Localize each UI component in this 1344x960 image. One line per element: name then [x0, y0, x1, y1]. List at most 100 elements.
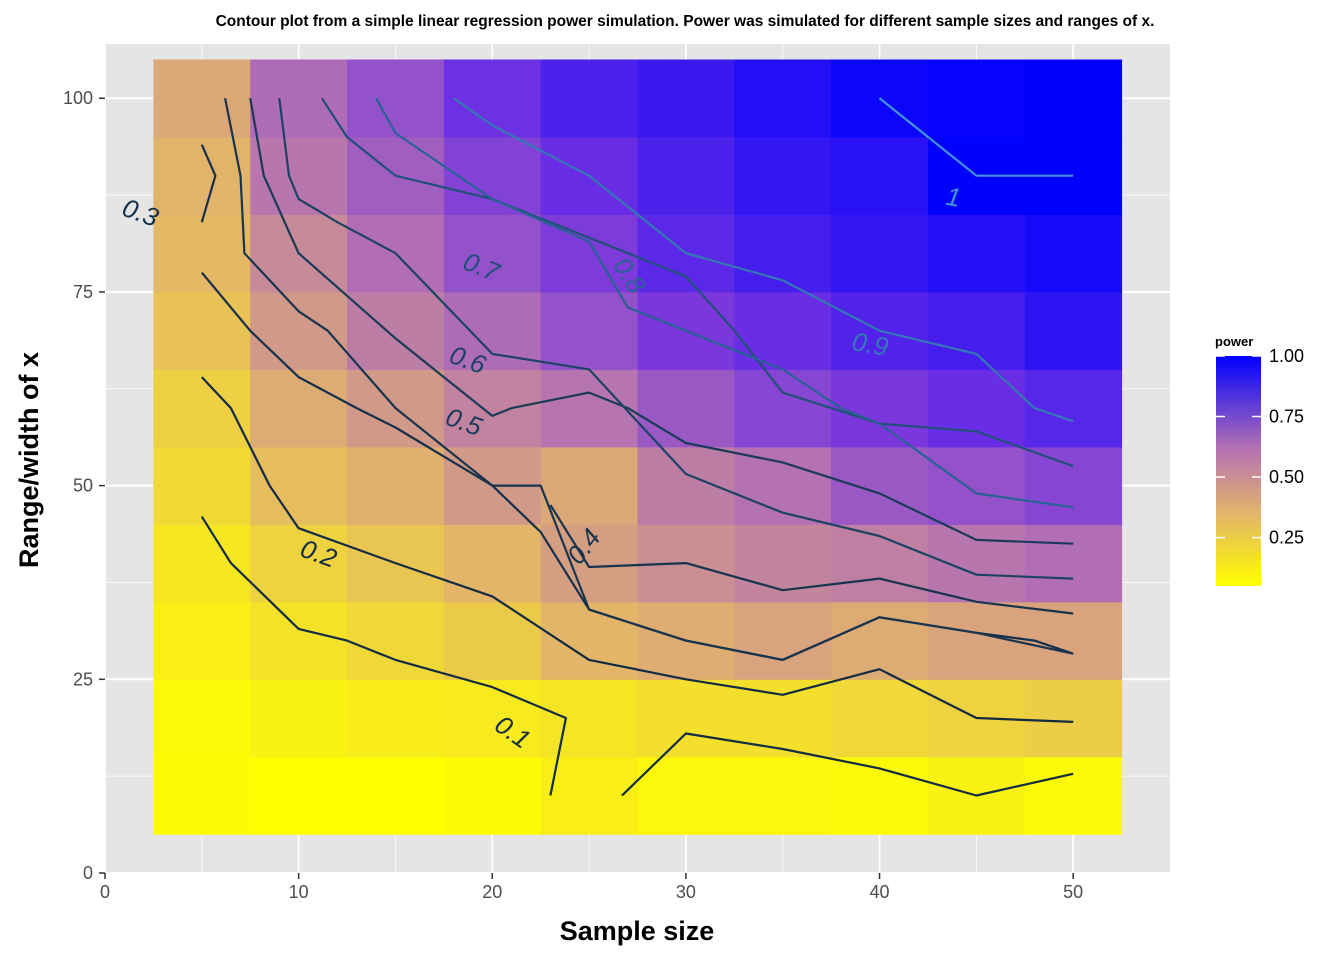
- heatmap-tiles: [153, 59, 1123, 835]
- x-axis-ticks: 0 10 20 30 40 50: [100, 873, 1083, 902]
- heatmap-tile: [831, 601, 929, 680]
- heatmap-tile: [831, 214, 929, 293]
- contour-line-0.8: [375, 97, 1074, 509]
- heatmap-tile: [347, 59, 445, 138]
- heatmap-tile: [1024, 601, 1123, 680]
- heatmap-tile: [637, 446, 735, 525]
- y-tick-label: 25: [73, 669, 93, 689]
- heatmap-tile: [637, 59, 735, 138]
- heatmap-tile: [927, 524, 1026, 603]
- y-tick-label: 0: [83, 863, 93, 883]
- heatmap-tile: [443, 679, 542, 758]
- heatmap-tile: [443, 369, 542, 448]
- heatmap-tile: [637, 679, 735, 758]
- heatmap-tile: [734, 679, 832, 758]
- heatmap-tile: [250, 136, 348, 215]
- heatmap-tile: [734, 756, 832, 835]
- contour-line-0.5: [249, 98, 1074, 545]
- heatmap-tile: [443, 524, 542, 603]
- heatmap-tile: [734, 369, 832, 448]
- heatmap-tile: [540, 59, 638, 138]
- heatmap-tile: [540, 369, 638, 448]
- heatmap-tile: [540, 291, 638, 370]
- heatmap-tile: [1024, 756, 1123, 835]
- heatmap-tile: [250, 291, 348, 370]
- heatmap-tile: [831, 679, 929, 758]
- x-tick-label: 20: [482, 882, 502, 902]
- heatmap-tile: [540, 601, 638, 680]
- y-axis-ticks: 0 25 50 75 100: [63, 88, 105, 883]
- heatmap-tile: [734, 291, 832, 370]
- contour-line-0.7: [320, 97, 1074, 468]
- heatmap-tile: [443, 291, 542, 370]
- heatmap-tile: [250, 369, 348, 448]
- legend-tick-label: 0.50: [1269, 467, 1304, 487]
- heatmap-tile: [153, 446, 251, 525]
- heatmap-tile: [1024, 214, 1123, 293]
- heatmap-tile: [153, 59, 251, 138]
- heatmap-tile: [1024, 524, 1123, 603]
- heatmap-tile: [831, 136, 929, 215]
- heatmap-tile: [347, 679, 445, 758]
- heatmap-tile: [927, 291, 1026, 370]
- heatmap-tile: [1024, 59, 1123, 138]
- heatmap-tile: [637, 136, 735, 215]
- contour-line-0.3: [200, 144, 217, 223]
- heatmap-tile: [637, 369, 735, 448]
- heatmap-tile: [734, 601, 832, 680]
- x-tick-label: 50: [1063, 882, 1083, 902]
- contour-line-0.1: [621, 732, 1074, 797]
- x-axis-title: Sample size: [560, 916, 715, 946]
- heatmap-tile: [540, 679, 638, 758]
- heatmap-tile: [443, 214, 542, 293]
- contour-line-0.6: [278, 98, 1074, 580]
- chart-title: Contour plot from a simple linear regres…: [216, 13, 1155, 30]
- heatmap-tile: [1024, 679, 1123, 758]
- heatmap-tile: [1024, 369, 1123, 448]
- y-tick-label: 100: [63, 88, 93, 108]
- heatmap-tile: [540, 756, 638, 835]
- y-axis-title: Range/width of x: [14, 352, 44, 568]
- heatmap-tile: [250, 756, 348, 835]
- heatmap-tile: [347, 291, 445, 370]
- y-tick-label: 75: [73, 282, 93, 302]
- legend-tick-label: 0.75: [1269, 407, 1304, 427]
- x-tick-label: 40: [870, 882, 890, 902]
- heatmap-tile: [540, 524, 638, 603]
- legend-title: power: [1215, 334, 1253, 349]
- heatmap-tile: [347, 756, 445, 835]
- y-tick-label: 50: [73, 476, 93, 496]
- heatmap-tile: [347, 601, 445, 680]
- heatmap-tile: [153, 524, 251, 603]
- heatmap-tile: [153, 601, 251, 680]
- heatmap-tile: [250, 679, 348, 758]
- legend-tick-label: 0.25: [1269, 528, 1304, 548]
- contour-line-0.4: [224, 97, 1074, 662]
- contour-line-0.4: [549, 504, 1074, 615]
- heatmap-tile: [250, 524, 348, 603]
- contour-label-0.9: 0.9: [850, 326, 891, 362]
- contour-lines: [200, 97, 1074, 797]
- contour-line-0.2: [200, 376, 1074, 723]
- heatmap-tile: [153, 291, 251, 370]
- heatmap-tile: [831, 756, 929, 835]
- heatmap-tile: [831, 446, 929, 525]
- heatmap-tile: [927, 446, 1026, 525]
- legend-ticks: 0.25 0.50 0.75 1.00: [1216, 346, 1304, 548]
- heatmap-tile: [443, 756, 542, 835]
- legend: power 0.25 0.50 0.75 1.00: [1215, 334, 1304, 586]
- heatmap-tile: [443, 601, 542, 680]
- heatmap-tile: [250, 59, 348, 138]
- x-tick-label: 10: [289, 882, 309, 902]
- heatmap-tile: [831, 369, 929, 448]
- heatmap-tile: [927, 59, 1026, 138]
- heatmap-tile: [153, 214, 251, 293]
- x-tick-label: 0: [100, 882, 110, 902]
- heatmap-tile: [831, 524, 929, 603]
- heatmap-tile: [153, 756, 251, 835]
- heatmap-tile: [540, 446, 638, 525]
- heatmap-tile: [927, 369, 1026, 448]
- heatmap-tile: [250, 446, 348, 525]
- contour-label-1: 1: [944, 181, 963, 213]
- legend-tick-label: 1.00: [1269, 346, 1304, 366]
